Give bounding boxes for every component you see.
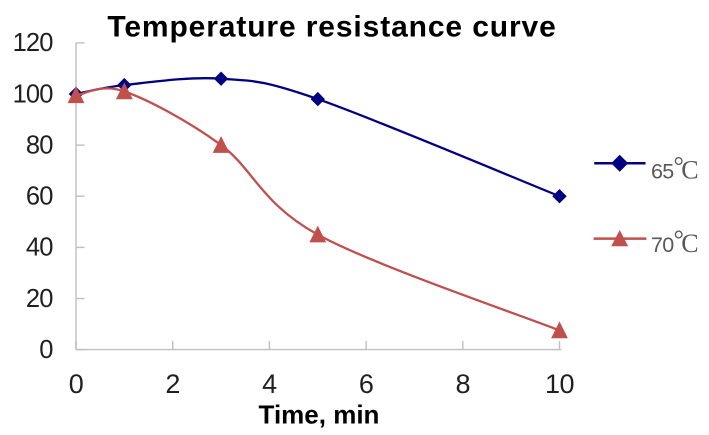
svg-text:6: 6	[359, 369, 374, 399]
svg-text:20: 20	[26, 285, 53, 313]
svg-text:80: 80	[26, 131, 53, 159]
svg-text:0: 0	[69, 369, 84, 399]
svg-text:8: 8	[456, 369, 471, 399]
svg-text:40: 40	[26, 234, 53, 262]
svg-text:120: 120	[13, 29, 54, 57]
svg-text:2: 2	[165, 369, 180, 399]
svg-text:0: 0	[39, 336, 53, 364]
svg-text:Temperature resistance curve: Temperature resistance curve	[107, 11, 556, 44]
svg-text:70°C: 70°C	[651, 225, 698, 258]
svg-text:60: 60	[26, 183, 53, 211]
svg-text:10: 10	[545, 369, 574, 399]
svg-text:4: 4	[262, 369, 277, 399]
svg-text:65°C: 65°C	[651, 151, 698, 184]
svg-text:100: 100	[13, 80, 54, 108]
svg-text:Time, min: Time, min	[259, 400, 380, 430]
